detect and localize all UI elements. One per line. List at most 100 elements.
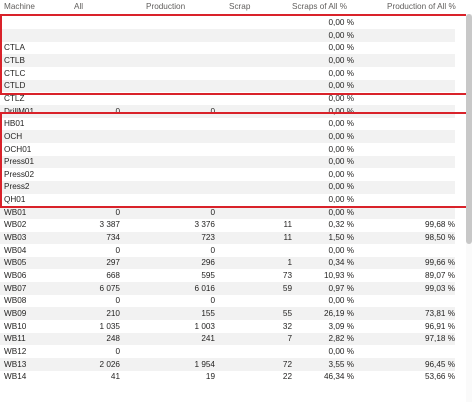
production-pct-cell: 89,07 % — [424, 271, 455, 280]
scrap-cell: 32 — [282, 321, 292, 331]
production-cell: 0 — [210, 106, 215, 116]
scraps-pct-cell: 0,32 % — [328, 220, 355, 230]
scraps-pct-cell: 46,34 % — [323, 372, 354, 382]
scraps-pct-cell: 2,82 % — [328, 334, 355, 344]
table-row[interactable]: WB02 3 387 3 376 11 0,32 % 99,68 % — [0, 219, 455, 232]
table-row[interactable]: WB14 41 19 22 46,34 % 53,66 % — [0, 371, 455, 384]
table-row[interactable]: 0,00 % — [0, 17, 455, 30]
scraps-pct-cell: 0,00 % — [328, 119, 355, 129]
all-cell: 0 — [115, 245, 120, 255]
scraps-pct-cell: 26,19 % — [323, 308, 354, 318]
scrap-cell: 1 — [287, 258, 292, 268]
production-pct-cell: 97,18 % — [424, 334, 455, 344]
scraps-pct-cell: 0,00 % — [328, 55, 355, 65]
all-cell: 0 — [115, 346, 120, 356]
production-cell: 155 — [201, 308, 215, 318]
machine-cell: WB12 — [4, 346, 27, 356]
table-row[interactable]: Press01 0,00 % — [0, 155, 455, 169]
scraps-pct-cell: 0,00 % — [328, 296, 355, 306]
all-cell: 734 — [106, 233, 120, 243]
table-row[interactable]: WB09 210 155 55 26,19 % 73,81 % — [0, 307, 455, 321]
column-header-machine[interactable]: Machine — [4, 2, 35, 11]
column-header-all[interactable]: All — [74, 2, 84, 11]
scraps-pct-cell: 0,34 % — [328, 258, 355, 268]
table-row[interactable]: CTLZ 0,00 % — [0, 92, 455, 105]
table-row[interactable]: WB08 0 0 0,00 % — [0, 295, 455, 308]
production-cell: 1 003 — [194, 321, 216, 331]
table-row[interactable]: CTLD 0,00 % — [0, 79, 455, 93]
scrap-cell: 11 — [283, 220, 293, 230]
production-cell: 3 376 — [194, 220, 216, 230]
table-row[interactable]: CTLC 0,00 % — [0, 67, 455, 80]
machine-cell: DrillM01 — [4, 106, 35, 116]
table-row[interactable]: WB10 1 035 1 003 32 3,09 % 96,91 % — [0, 320, 455, 333]
scraps-pct-cell: 0,00 % — [328, 157, 355, 167]
machine-cell: WB02 — [4, 220, 27, 230]
column-header-scraps-pct[interactable]: Scraps of All % — [292, 2, 348, 11]
production-cell: 0 — [210, 296, 215, 306]
table-row[interactable]: WB13 2 026 1 954 72 3,55 % 96,45 % — [0, 358, 455, 371]
machine-cell: OCH01 — [4, 144, 32, 154]
table-row[interactable]: WB04 0 0 0,00 % — [0, 244, 455, 257]
production-pct-cell: 96,91 % — [424, 321, 455, 331]
scrollbar-thumb[interactable] — [466, 14, 472, 244]
scrap-cell: 7 — [287, 334, 292, 344]
production-cell: 19 — [205, 372, 215, 382]
column-header-production-pct[interactable]: Production of All % — [387, 2, 456, 11]
scraps-pct-cell: 0,00 % — [328, 346, 355, 356]
scrap-cell: 55 — [282, 308, 292, 318]
vertical-scrollbar[interactable] — [466, 14, 472, 402]
scraps-pct-cell: 0,00 % — [328, 81, 355, 91]
table-row[interactable]: Press02 0,00 % — [0, 168, 455, 181]
machine-cell: CTLD — [4, 81, 26, 91]
machine-cell: WB14 — [4, 372, 27, 382]
scraps-pct-cell: 3,55 % — [328, 359, 355, 369]
table-row[interactable]: 0,00 % — [0, 29, 455, 42]
all-cell: 0 — [115, 296, 120, 306]
machine-cell: WB13 — [4, 359, 27, 369]
table-row[interactable]: OCH01 0,00 % — [0, 143, 455, 156]
scraps-pct-cell: 0,00 % — [328, 144, 355, 154]
table-row[interactable]: WB11 248 241 7 2,82 % 97,18 % — [0, 332, 455, 346]
column-header-scrap[interactable]: Scrap — [229, 2, 251, 11]
table-row[interactable]: OCH 0,00 % — [0, 130, 455, 143]
table-row[interactable]: DrillM01 0 0 0,00 % — [0, 105, 455, 118]
table-row[interactable]: WB05 297 296 1 0,34 % 99,66 % — [0, 256, 455, 270]
machine-cell: Press01 — [4, 157, 35, 167]
all-cell: 3 387 — [99, 220, 121, 230]
table-row[interactable]: WB12 0 0,00 % — [0, 345, 455, 358]
table-row[interactable]: WB07 6 075 6 016 59 0,97 % 99,03 % — [0, 282, 455, 295]
scrap-cell: 72 — [282, 359, 292, 369]
all-cell: 6 075 — [99, 283, 121, 293]
machine-cell: CTLC — [4, 68, 26, 78]
production-cell: 595 — [201, 271, 215, 280]
scraps-pct-cell: 1,50 % — [328, 233, 355, 243]
scraps-pct-cell: 0,00 % — [328, 43, 355, 53]
table-row[interactable]: HB01 0,00 % — [0, 118, 455, 131]
machine-cell: CTLB — [4, 55, 25, 65]
scraps-pct-cell: 0,00 % — [328, 195, 355, 205]
table-row[interactable]: CTLB 0,00 % — [0, 54, 455, 68]
machine-cell: WB03 — [4, 233, 27, 243]
table-row[interactable]: WB01 0 0 0,00 % — [0, 206, 455, 219]
machine-cell: WB11 — [4, 334, 26, 344]
machine-cell: CTLZ — [4, 93, 25, 103]
scrap-cell: 22 — [282, 372, 292, 382]
scraps-pct-cell: 3,09 % — [328, 321, 355, 331]
production-cell: 0 — [210, 245, 215, 255]
table-row[interactable]: QH01 0,00 % — [0, 194, 455, 207]
table-row[interactable]: WB06 668 595 73 10,93 % 89,07 % — [0, 270, 455, 283]
production-cell: 6 016 — [194, 283, 216, 293]
scraps-pct-cell: 0,00 % — [328, 169, 355, 179]
scraps-pct-cell: 10,93 % — [323, 271, 354, 280]
machine-cell: WB06 — [4, 271, 27, 280]
all-cell: 0 — [115, 106, 120, 116]
table-row[interactable]: WB03 734 723 11 1,50 % 98,50 % — [0, 231, 455, 245]
table-row[interactable]: CTLA 0,00 % — [0, 42, 455, 55]
table-row[interactable]: Press2 0,00 % — [0, 180, 455, 194]
production-pct-cell: 53,66 % — [424, 372, 455, 382]
production-pct-cell: 98,50 % — [424, 233, 455, 243]
column-header-production[interactable]: Production — [146, 2, 186, 11]
production-pct-cell: 73,81 % — [424, 308, 455, 318]
machine-cell: OCH — [4, 131, 23, 141]
